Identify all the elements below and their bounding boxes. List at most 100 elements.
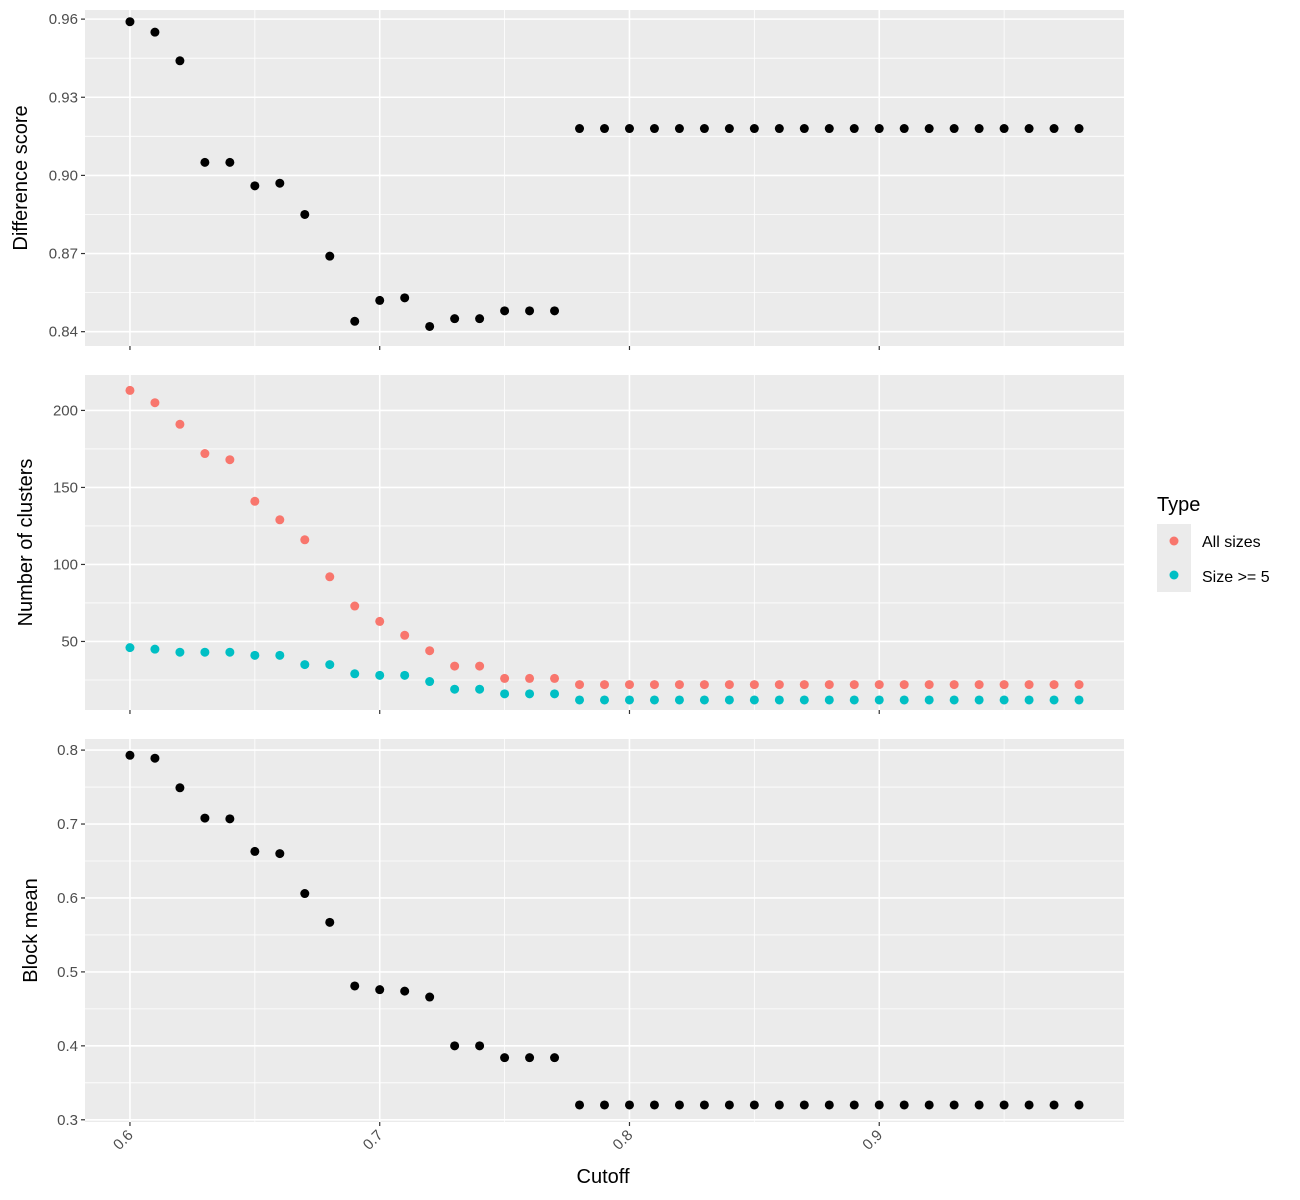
legend-label-size-5: Size >= 5 [1202,569,1270,586]
data-point [425,646,435,656]
y-tick-label: 0.87 [49,246,78,263]
data-point [824,695,834,705]
data-point [974,124,984,134]
y-tick-label: 0.6 [57,890,78,907]
data-point [824,680,834,690]
data-point [999,124,1009,134]
data-point [175,647,185,657]
data-point [150,398,160,408]
data-point [1049,695,1059,705]
data-point [225,814,235,824]
x-tick-label: 0.8 [610,1127,637,1154]
data-point [749,695,759,705]
data-point [600,695,609,705]
data-point [500,306,510,316]
series-points [125,17,1084,331]
data-point [400,293,410,303]
data-point [225,157,235,167]
data-point [250,181,260,191]
data-point [1074,695,1084,705]
data-point [924,695,934,705]
x-tick-label: 0.6 [110,1127,137,1154]
data-point [749,680,759,690]
data-point [899,1100,909,1110]
data-point [674,695,684,705]
data-point [1049,1100,1059,1110]
data-point [874,695,884,705]
data-point [724,1100,734,1110]
data-point [400,986,410,996]
y-tick-label: 150 [53,479,78,496]
data-point [550,689,560,699]
data-point [949,680,959,690]
panel-2: 50 100 150 200 Number of clusters [15,375,1124,714]
data-point [475,661,485,671]
data-point [200,813,210,823]
data-point [1024,124,1034,134]
data-point [824,124,834,134]
y-axis-title: Block mean [20,878,42,983]
data-point [550,306,560,316]
data-point [525,306,535,316]
data-point [624,1100,634,1110]
data-point [1049,680,1059,690]
data-point [550,673,560,683]
data-point [325,917,335,927]
data-point [999,695,1009,705]
data-point [150,644,160,654]
data-point [799,1100,809,1110]
data-point [1074,680,1084,690]
data-point [649,695,659,705]
data-point [624,695,634,705]
data-point [325,572,335,582]
data-point [924,680,934,690]
panel-3: 0.3 0.4 0.5 0.6 0.7 0.8 0.6 0.7 0.8 0.9 Block mean [20,739,1124,1154]
data-point [175,783,185,793]
legend-key-size-5 [1169,570,1179,580]
legend: Type All sizes Size >= 5 [1157,494,1270,592]
data-point [400,670,410,680]
data-point [724,695,734,705]
data-point [575,695,585,705]
data-point [175,419,185,429]
data-point [600,680,609,690]
data-point [575,680,585,690]
data-point [525,689,535,699]
data-point [325,251,335,261]
legend-title: Type [1157,494,1200,516]
data-point [525,673,535,683]
data-point [899,124,909,134]
data-point [674,124,684,134]
data-point [949,1100,959,1110]
data-point [450,1041,460,1051]
data-point [774,695,784,705]
data-point [674,1100,684,1110]
data-point [699,124,709,134]
data-point [150,753,160,763]
data-point [849,680,859,690]
data-point [924,1100,934,1110]
data-point [974,680,984,690]
data-point [200,449,210,459]
data-point [250,496,260,506]
data-point [125,643,135,653]
data-point [475,684,485,694]
y-tick-label: 0.90 [49,167,78,184]
panel-background [85,739,1124,1122]
data-point [400,630,410,640]
data-point [1074,1100,1084,1110]
data-point [624,124,634,134]
data-point [949,695,959,705]
data-point [300,209,310,219]
panel-background [85,375,1124,710]
data-point [300,535,310,545]
data-point [799,124,809,134]
data-point [200,647,210,657]
data-point [649,124,659,134]
data-point [649,680,659,690]
data-point [300,660,310,670]
data-point [1024,695,1034,705]
data-point [1074,124,1084,134]
y-tick-label: 100 [53,556,78,573]
